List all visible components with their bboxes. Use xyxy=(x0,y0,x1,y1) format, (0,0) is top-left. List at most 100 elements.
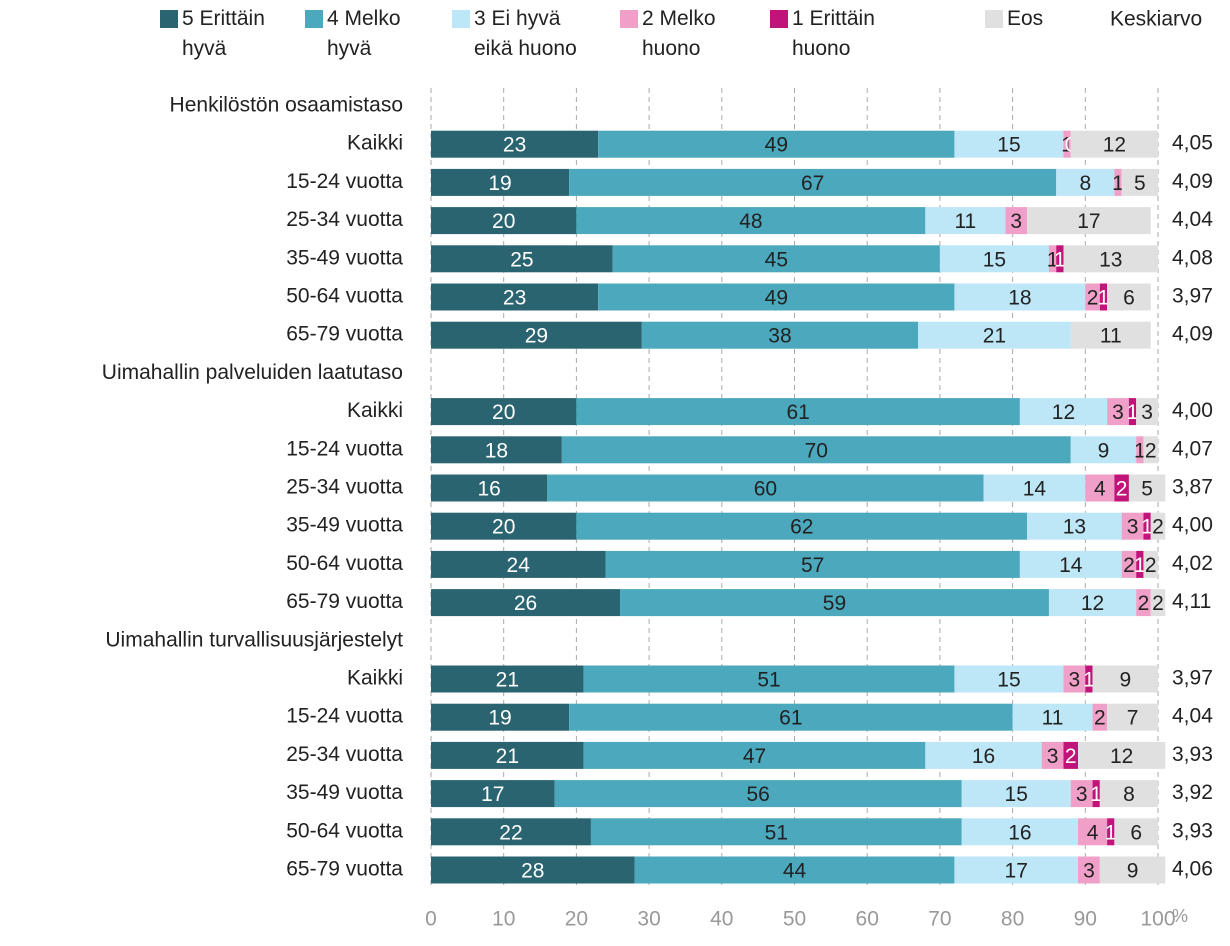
data-label: 2 xyxy=(1138,592,1150,615)
average-label: 3,87 xyxy=(1172,476,1213,499)
data-label: 5 xyxy=(1134,172,1146,195)
bar-segment xyxy=(983,474,1086,502)
data-label: 2 xyxy=(1145,554,1157,577)
average-label: 4,00 xyxy=(1172,399,1213,422)
bar-segment xyxy=(1063,130,1071,158)
data-label: 1 xyxy=(1061,134,1073,157)
data-label: 12 xyxy=(1081,592,1104,615)
legend-item: 5 Erittäin hyvä xyxy=(160,4,280,64)
data-label: 2 xyxy=(1145,439,1157,462)
data-label: 59 xyxy=(823,592,846,615)
bar-segment xyxy=(1107,398,1129,426)
bar-segment xyxy=(1107,283,1151,311)
data-label: 3 xyxy=(1141,401,1153,424)
bar-segment xyxy=(576,207,926,235)
bar-segment xyxy=(1027,512,1122,540)
average-label: 3,97 xyxy=(1172,667,1213,690)
data-label: 38 xyxy=(768,325,791,348)
bar-segment xyxy=(561,436,1071,464)
data-label: 2 xyxy=(1152,592,1164,615)
data-label: 28 xyxy=(521,860,544,883)
bar-segment xyxy=(431,741,584,769)
bar-segment xyxy=(1136,436,1144,464)
legend-swatch xyxy=(305,10,323,28)
bar-segment xyxy=(1121,168,1158,196)
x-tick-label: 70 xyxy=(928,908,951,931)
bar-segment xyxy=(1121,550,1137,578)
data-label: 15 xyxy=(997,669,1020,692)
category-label: Henkilöstön osaamistaso xyxy=(170,94,403,117)
category-label: 25-34 vuotta xyxy=(286,743,403,766)
legend-swatch xyxy=(160,10,178,28)
data-label: 8 xyxy=(1079,172,1091,195)
category-label: 15-24 vuotta xyxy=(286,437,403,460)
legend-label: Eos xyxy=(1007,7,1044,30)
data-label: 48 xyxy=(739,210,762,233)
average-label: 4,06 xyxy=(1172,858,1213,881)
bar-segment xyxy=(605,550,1020,578)
data-label: 3 xyxy=(1069,669,1081,692)
data-label: 17 xyxy=(1077,210,1100,233)
bar-segment xyxy=(583,741,926,769)
bar-segment xyxy=(1085,283,1100,311)
bar-segment xyxy=(1099,856,1166,884)
data-label: 2 xyxy=(1123,554,1135,577)
x-tick-label: 80 xyxy=(1001,908,1024,931)
bar-segment xyxy=(1114,474,1129,502)
bar-segment xyxy=(1078,818,1108,846)
data-label: 45 xyxy=(765,248,788,271)
bar-segment xyxy=(1107,818,1115,846)
legend-item: 2 Melko huono xyxy=(620,4,740,64)
x-tick-label: 40 xyxy=(710,908,733,931)
bar-segment xyxy=(1056,168,1115,196)
legend-swatch xyxy=(452,10,470,28)
legend-item: 3 Ei hyvä eikä huono xyxy=(452,4,602,64)
bar-segment xyxy=(612,245,940,273)
category-label: 50-64 vuotta xyxy=(286,285,403,308)
data-label: 17 xyxy=(481,783,504,806)
data-label: 67 xyxy=(801,172,824,195)
data-label: 11 xyxy=(1042,707,1064,730)
data-label: 2 xyxy=(1065,745,1077,768)
data-label: 20 xyxy=(492,516,515,539)
data-label: 23 xyxy=(503,287,526,310)
data-label: 56 xyxy=(746,783,769,806)
data-label: 5 xyxy=(1141,478,1153,501)
average-label: 4,07 xyxy=(1172,437,1213,460)
average-label: 3,92 xyxy=(1172,781,1213,804)
bar-segment xyxy=(954,856,1079,884)
bar-segment xyxy=(1070,321,1151,349)
average-label: 4,08 xyxy=(1172,246,1213,269)
legend-item: 4 Melko hyvä xyxy=(305,4,425,64)
data-label: 44 xyxy=(783,860,807,883)
data-label: 51 xyxy=(757,669,780,692)
bar-segment xyxy=(1136,589,1151,617)
legend-swatch xyxy=(620,10,638,28)
bar-segment xyxy=(1048,245,1057,273)
data-label: 21 xyxy=(496,745,519,768)
bar-segment xyxy=(1048,589,1137,617)
bar-segment xyxy=(1027,207,1151,235)
data-label: 2 xyxy=(1094,707,1106,730)
bar-segment xyxy=(1107,703,1158,731)
legend-swatch xyxy=(770,10,788,28)
data-label: 15 xyxy=(983,248,1006,271)
data-label: 9 xyxy=(1098,439,1110,462)
data-label: 1 xyxy=(1090,783,1102,806)
average-label: 3,97 xyxy=(1172,285,1213,308)
data-label: 21 xyxy=(983,325,1006,348)
category-label: 50-64 vuotta xyxy=(286,552,403,575)
bar-segment xyxy=(954,665,1064,693)
x-tick-label: 0 xyxy=(425,908,437,931)
data-label: 14 xyxy=(1023,478,1047,501)
bar-segment xyxy=(1085,474,1115,502)
average-label: 4,05 xyxy=(1172,132,1213,155)
data-label: 47 xyxy=(743,745,766,768)
bar-segment xyxy=(925,741,1042,769)
legend-label: 2 Melko huono xyxy=(642,7,716,60)
data-label: 16 xyxy=(972,745,995,768)
bar-segment xyxy=(431,550,606,578)
bar-segment xyxy=(939,245,1049,273)
data-label: 16 xyxy=(1008,821,1031,844)
category-label: Uimahallin palveluiden laatutaso xyxy=(102,361,403,384)
